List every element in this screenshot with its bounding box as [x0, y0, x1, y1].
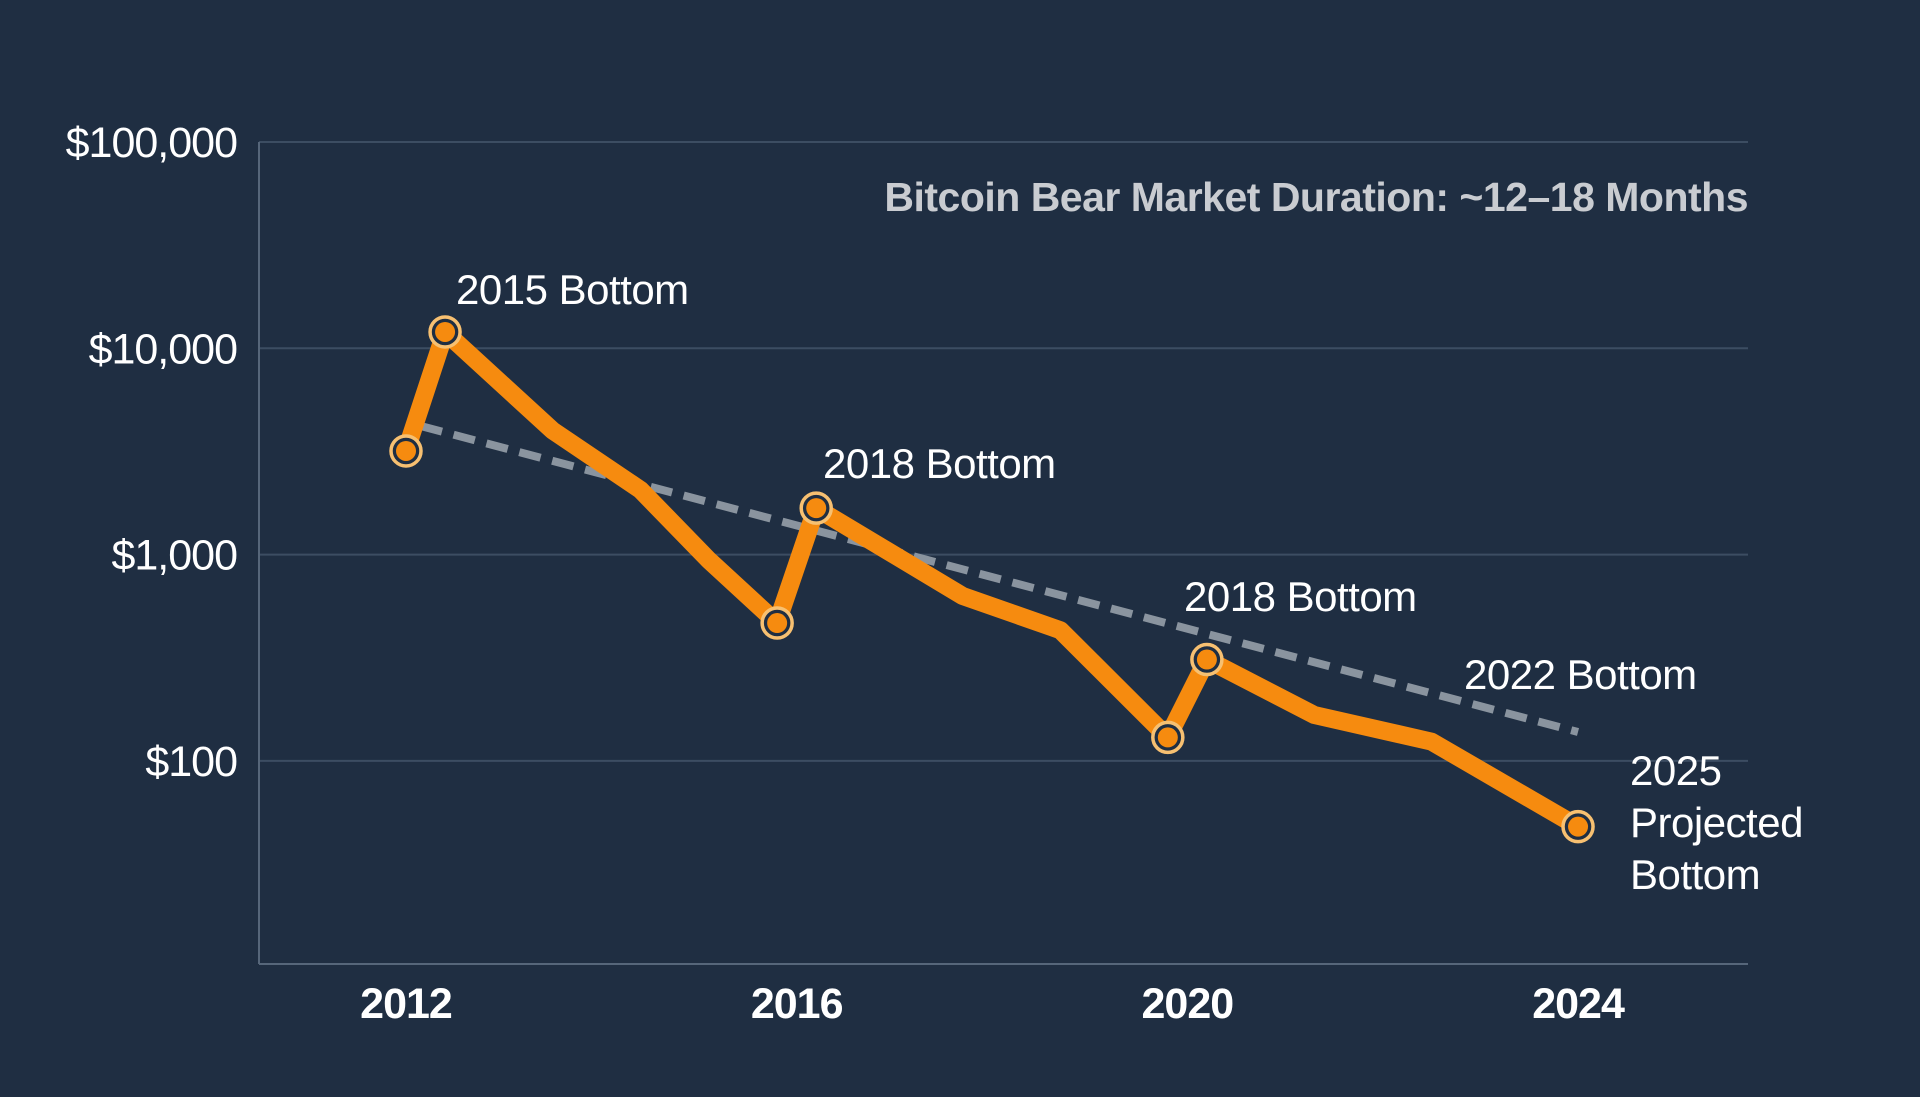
marker-dot — [1568, 816, 1589, 837]
annotation-label: 2018 Bottom — [823, 440, 1056, 487]
axes — [258, 142, 1748, 965]
x-tick-label: 2012 — [360, 980, 452, 1028]
data-series — [389, 315, 1595, 844]
data-point-marker[interactable] — [428, 315, 462, 349]
data-point-marker[interactable] — [389, 434, 423, 468]
marker-dot — [1157, 727, 1178, 748]
trend-line — [419, 422, 1580, 736]
data-point-marker[interactable] — [1561, 809, 1595, 844]
y-axis-tick-labels: $100,000 $10,000 $1,000 $100 — [66, 119, 238, 786]
annotation-label: Projected — [1630, 799, 1803, 846]
marker-dot — [1196, 649, 1217, 670]
y-tick-label: $100 — [145, 738, 237, 786]
x-tick-label: 2016 — [751, 980, 843, 1028]
x-axis-tick-labels: 2012 2016 2020 2024 — [360, 980, 1626, 1028]
marker-dot — [767, 613, 788, 634]
marker-dot — [435, 321, 456, 342]
x-tick-label: 2020 — [1142, 980, 1234, 1028]
annotations: 2015 Bottom 2018 Bottom 2018 Bottom 2022 Bo… — [456, 266, 1803, 898]
marker-dot — [806, 498, 827, 519]
annotation-label: Bottom — [1630, 851, 1760, 898]
chart-title: Bitcoin Bear Market Duration: ~12–18 Mon… — [884, 174, 1748, 220]
annotation-label: 2018 Bottom — [1184, 573, 1417, 620]
data-point-marker[interactable] — [799, 491, 833, 525]
annotation-label: 2025 — [1630, 747, 1721, 794]
y-tick-label: $10,000 — [89, 325, 238, 373]
marker-dot — [396, 440, 416, 461]
annotation-label: 2015 Bottom — [456, 266, 689, 313]
x-tick-label: 2024 — [1532, 980, 1625, 1028]
gridlines — [259, 141, 1748, 762]
data-point-marker[interactable] — [1151, 720, 1185, 755]
data-point-marker[interactable] — [760, 606, 794, 640]
y-tick-label: $100,000 — [66, 119, 237, 167]
data-point-marker[interactable] — [1190, 642, 1224, 677]
price-line — [397, 323, 1587, 836]
y-tick-label: $1,000 — [111, 532, 237, 580]
annotation-label: 2022 Bottom — [1464, 651, 1697, 698]
